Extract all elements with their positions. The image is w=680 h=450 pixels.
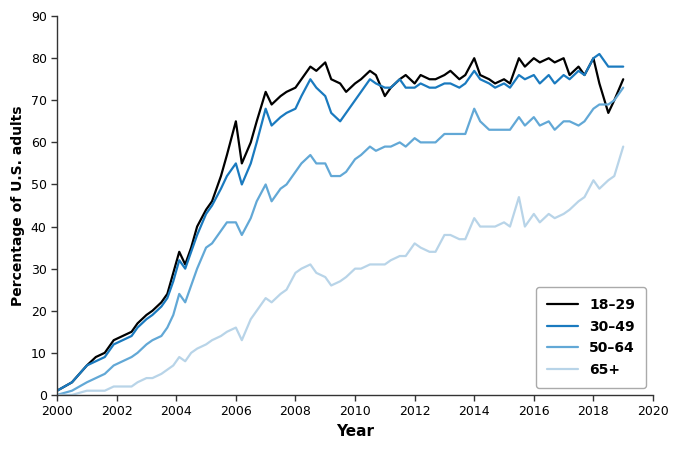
X-axis label: Year: Year [336,424,374,439]
Y-axis label: Percentage of U.S. adults: Percentage of U.S. adults [11,105,25,306]
Legend: 18–29, 30–49, 50–64, 65+: 18–29, 30–49, 50–64, 65+ [537,287,646,388]
